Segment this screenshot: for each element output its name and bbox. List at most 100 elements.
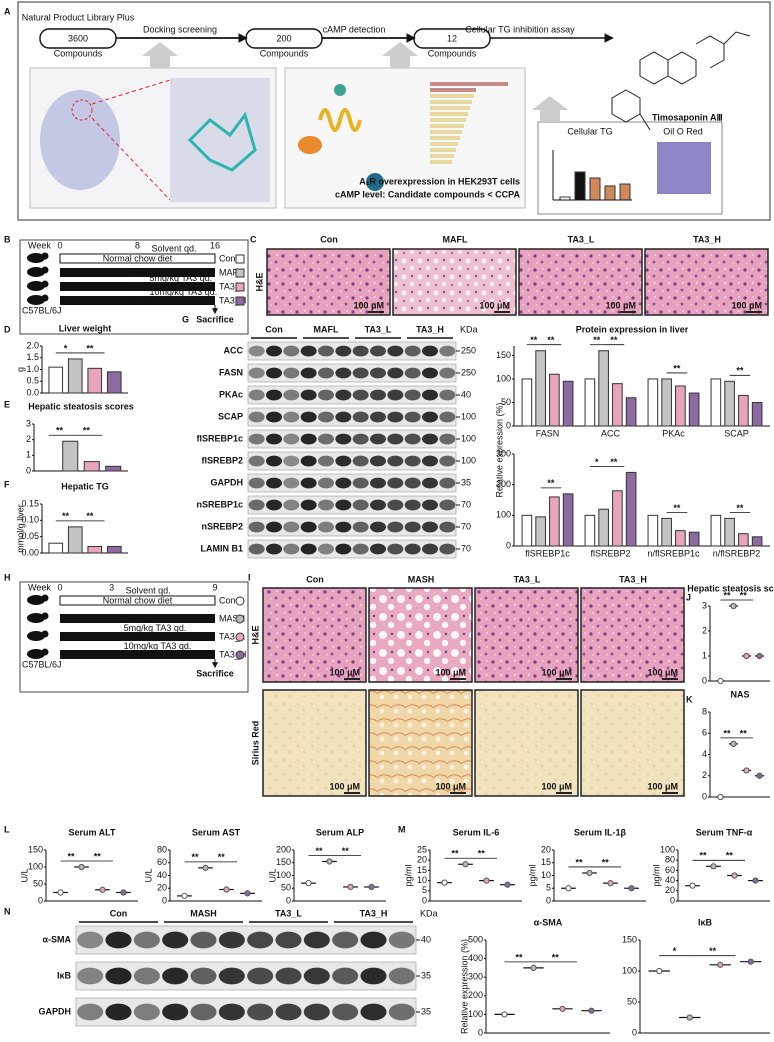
significance: ** xyxy=(723,728,731,738)
mean-point xyxy=(504,881,511,888)
significance: ** xyxy=(673,503,681,513)
week-tick: 16 xyxy=(210,240,220,250)
mini-bar xyxy=(430,112,468,116)
diet: CD-HFD xyxy=(120,649,155,659)
step-label: Docking screening xyxy=(143,24,217,34)
mean-point xyxy=(731,872,738,879)
blot-band xyxy=(248,367,265,379)
blot-band xyxy=(318,543,334,555)
mean-point xyxy=(57,889,64,896)
blot-band xyxy=(105,1003,132,1021)
blot-band xyxy=(318,433,334,445)
blot-band xyxy=(404,433,421,445)
group-label: TA3_L xyxy=(219,631,245,641)
sacrifice: Sacrifice xyxy=(196,668,234,678)
x-tick-label: SCAP xyxy=(724,428,749,438)
blot-band xyxy=(275,967,302,985)
mean-point xyxy=(743,767,750,774)
mean-point xyxy=(483,877,490,884)
kda-marker: 35 xyxy=(421,970,431,980)
x-tick-label: PKAc xyxy=(662,428,685,438)
step-label: Cellular TG inhibition assay xyxy=(465,24,575,34)
blot-band xyxy=(283,521,300,533)
scale-label: 100 μM xyxy=(329,667,360,677)
line xyxy=(91,117,171,201)
significance: ** xyxy=(530,335,538,345)
bar xyxy=(710,378,722,427)
blot-band xyxy=(332,967,359,985)
blot-band xyxy=(360,931,387,949)
significance: ** xyxy=(86,511,94,521)
group-header: Con xyxy=(320,234,338,244)
mini-bar xyxy=(430,148,456,152)
kda-marker: 35 xyxy=(421,1006,431,1016)
mean-point xyxy=(501,1011,508,1018)
blot-band xyxy=(404,345,421,357)
compound-name: Timosaponin AⅢ xyxy=(652,112,723,122)
y-tick-label: 100 xyxy=(468,1009,483,1019)
blot-band xyxy=(387,389,404,401)
week-tick: 9 xyxy=(212,582,217,592)
blot-band xyxy=(266,521,282,533)
blot-band xyxy=(248,345,265,357)
y-tick-label: 40 xyxy=(665,875,675,885)
blot-band xyxy=(404,455,421,467)
y-tick-label: 3 xyxy=(702,600,707,610)
blot-band xyxy=(439,477,456,489)
y-tick-label: 1 xyxy=(702,650,707,660)
blot-band xyxy=(300,543,317,555)
mean-point xyxy=(305,880,312,887)
blot-band xyxy=(162,931,189,949)
mean-point xyxy=(656,967,663,975)
strain: C57BL/6J xyxy=(22,659,62,669)
bar xyxy=(751,536,763,547)
scale-label: 100 μM xyxy=(353,300,384,310)
blot-band xyxy=(404,499,421,511)
kda-marker: 100 xyxy=(461,411,476,421)
legend-marker xyxy=(235,268,245,278)
kda-marker: 40 xyxy=(461,389,471,399)
diet-bar xyxy=(60,632,215,641)
histology-image xyxy=(474,689,579,797)
mouse-head xyxy=(41,252,49,260)
panel-label: M xyxy=(398,824,406,834)
group-header: MAFL xyxy=(314,324,339,334)
blot-band xyxy=(266,367,282,379)
y-tick-label: 50 xyxy=(627,996,637,1006)
bar xyxy=(598,350,609,427)
week-label: Week xyxy=(28,240,51,250)
blot-band xyxy=(387,477,404,489)
mean-point xyxy=(756,772,763,779)
y-tick-label: 8 xyxy=(702,706,707,716)
blot-band xyxy=(439,433,456,445)
mean-point xyxy=(347,883,354,891)
bar xyxy=(724,380,735,427)
blot-band xyxy=(352,389,369,401)
blot-band xyxy=(247,931,274,949)
mean-point xyxy=(730,602,737,610)
y-tick-label: 5 xyxy=(422,885,427,895)
y-tick-label: 0 xyxy=(632,1027,637,1037)
y-tick-label: 0.0 xyxy=(26,387,39,397)
protein-label: GAPDH xyxy=(38,1006,71,1016)
oil-red: Oil O Red xyxy=(663,126,703,136)
blot-band xyxy=(300,477,317,489)
scale-label: 100 μM xyxy=(605,300,636,310)
group-header: Con xyxy=(265,324,283,334)
y-axis-label: Relative expression (%) xyxy=(459,939,469,1034)
y-tick-label: 0 xyxy=(506,540,511,550)
mean-point xyxy=(368,883,375,891)
histology-image xyxy=(518,248,643,316)
significance: ** xyxy=(736,503,744,513)
y-tick-label: 150 xyxy=(276,857,291,867)
mouse xyxy=(27,267,45,277)
blot-band xyxy=(352,521,369,533)
y-tick-label: 40 xyxy=(157,870,167,880)
kda-unit: KDa xyxy=(420,908,438,918)
chart-title: IκB xyxy=(698,917,713,927)
y-tick-label: 60 xyxy=(665,865,675,875)
count-unit: Compounds xyxy=(54,48,103,58)
blot-band xyxy=(388,1003,415,1021)
blot-band xyxy=(266,389,282,401)
significance: * xyxy=(673,946,677,956)
